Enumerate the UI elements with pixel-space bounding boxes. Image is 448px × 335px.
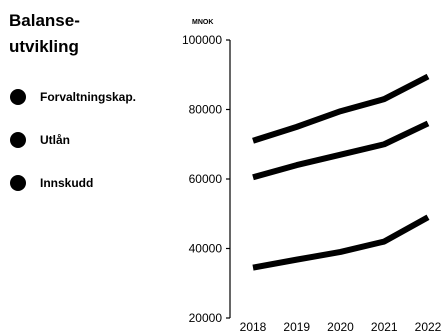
y-tick-label: 40000 [189,242,223,256]
series-line-0 [252,73,430,144]
series-lines [252,73,430,271]
legend-dot-icon [10,175,26,191]
chart-title-line-1: Balanse- [9,11,80,30]
series-line-1 [252,120,430,181]
y-tick-label: 80000 [189,103,223,117]
y-tick-label: 100000 [182,33,222,47]
x-tick-label: 2022 [415,320,442,334]
legend-dot-icon [10,132,26,148]
unit-label: MNOK [192,19,213,26]
x-tick-label: 2019 [283,320,310,334]
chart-title: Balanse- utvikling [9,8,80,60]
x-axis-ticks: 2018 2019 2020 2021 2022 [240,320,442,334]
legend-label: Utlån [40,133,70,147]
legend-label: Forvaltningskap. [40,90,137,104]
series-line-2 [252,214,430,271]
y-tick-label: 60000 [189,172,223,186]
x-tick-label: 2018 [240,320,267,334]
x-tick-label: 2021 [371,320,398,334]
legend-label: Innskudd [40,176,94,190]
legend-dot-icon [10,89,26,105]
y-tick-label: 20000 [189,311,223,325]
x-tick-label: 2020 [327,320,354,334]
y-axis-ticks: 100000 80000 60000 40000 20000 [182,33,230,325]
chart-title-line-2: utvikling [9,37,79,56]
